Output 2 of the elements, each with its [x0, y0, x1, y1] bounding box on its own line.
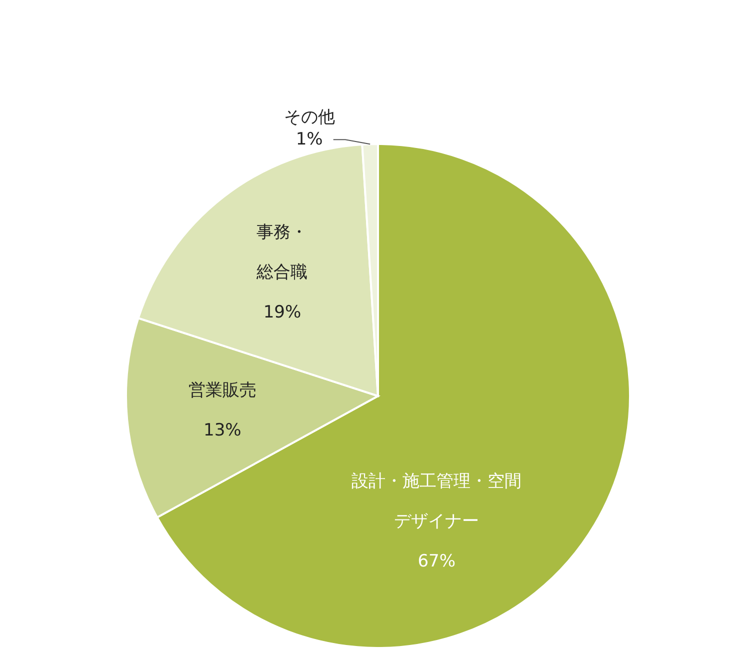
data-label: 1%: [296, 130, 323, 150]
slice-label: その他: [284, 108, 335, 128]
